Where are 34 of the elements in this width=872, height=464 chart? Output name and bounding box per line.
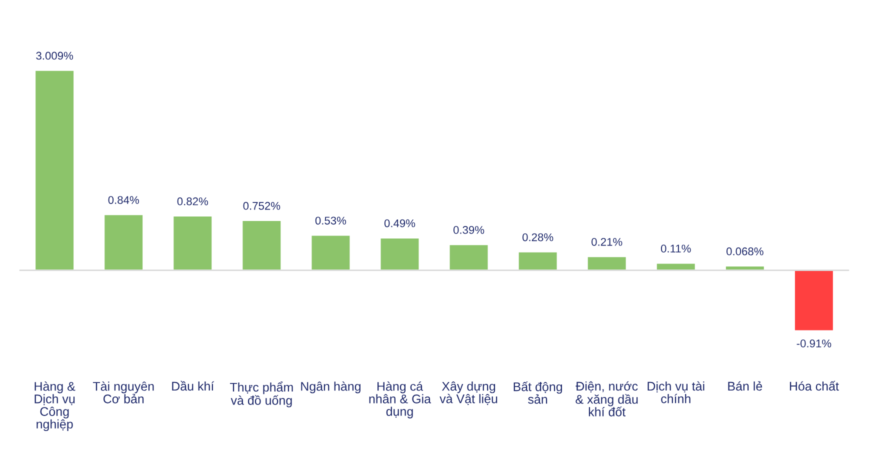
x-tick-label: Xây dựng và Vật liệu [440,381,498,406]
bar [241,220,282,272]
bar [586,256,628,272]
data-label: 0.21% [592,238,622,246]
data-label: 0.49% [384,219,416,228]
data-label: 0.39% [453,226,484,234]
x-tick-label: Bán lẻ [728,381,762,391]
x-tick-label: Dầu khí [172,380,214,391]
x-tick-label: Hàng cá nhân & Gia dụng [369,381,432,418]
bar [310,234,352,272]
x-tick-label: Điện, nước & xăng dầu khí đốt [576,381,638,416]
data-label: 0.82% [177,197,208,206]
x-tick-label: Hàng & Dịch vụ Công nghiệp [34,381,76,432]
data-label: 0.068% [726,247,764,256]
bar [517,251,558,272]
bar [794,270,834,332]
x-tick-label: Tài nguyên Cơ bản [92,381,154,404]
bar [103,214,144,272]
x-tick-label: Thực phẩm và đồ uống [230,381,293,408]
data-label: -0.91% [796,340,832,348]
bar [379,237,420,272]
x-tick-label: Dịch vụ tài chính [648,381,704,404]
x-tick-label: Hóa chất [790,380,839,391]
data-label: 0.53% [315,216,346,225]
bar [172,215,214,272]
data-label: 0.28% [522,233,554,242]
data-label: 0.84% [108,196,139,204]
data-label: 0.752% [243,202,280,210]
x-tick-label: Ngân hàng [301,381,360,394]
data-label: 3.009% [36,52,74,60]
data-label: 0.11% [660,244,691,253]
bar [34,70,75,272]
x-tick-label: Bất động sản [514,381,562,404]
bar [448,244,490,272]
